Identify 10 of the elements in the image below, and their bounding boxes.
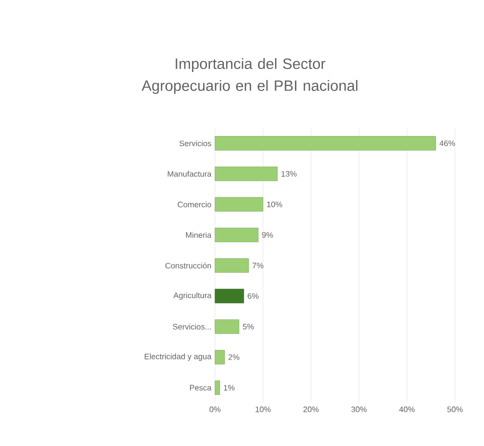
bar — [214, 166, 278, 182]
bar — [214, 288, 244, 304]
bar — [214, 319, 240, 334]
bar — [214, 380, 220, 395]
bar — [214, 197, 264, 212]
bar — [214, 228, 258, 242]
bar — [214, 350, 225, 364]
bar — [214, 258, 249, 273]
bar — [214, 136, 436, 150]
chart-title: Importancia del Sector Agropecuario en el PBI nacional — [142, 58, 358, 94]
